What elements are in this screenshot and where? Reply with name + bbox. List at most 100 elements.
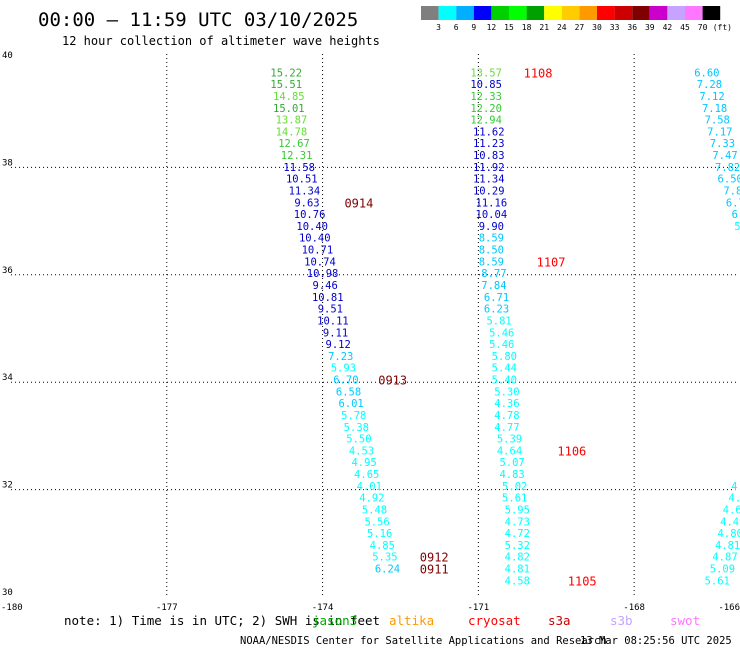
swh-value: 6.58 (336, 386, 361, 398)
swh-value: 11.58 (283, 162, 315, 174)
y-tick-label: 36 (2, 266, 13, 276)
swh-value: 5.93 (331, 363, 356, 375)
legend-value: 24 (557, 23, 567, 32)
swh-value: 11.34 (473, 174, 505, 186)
legend-swatch (685, 6, 703, 20)
x-tick-label: -168 (623, 603, 645, 613)
swh-value: 7.33 (710, 138, 735, 150)
swh-value: 12.31 (281, 150, 313, 162)
swh-value: 7.47 (712, 150, 737, 162)
swh-value: 4.85 (370, 540, 395, 552)
swh-value: 9.46 (313, 280, 338, 292)
swh-value: 14.85 (273, 91, 305, 103)
legend-swatch (456, 6, 474, 20)
legend-value: 15 (504, 23, 514, 32)
footer-generated: 13 Mar 08:25:56 UTC 2025 (580, 635, 732, 647)
swh-value: 8.77 (481, 268, 506, 280)
legend-swatch (473, 6, 492, 20)
swh-value: 5.35 (372, 552, 397, 564)
legend-value: 21 (539, 23, 549, 32)
swh-value: 5.48 (362, 504, 387, 516)
swh-value: 4.82 (505, 552, 530, 564)
data-points: 15.2215.5114.8515.0113.8714.7812.6712.31… (270, 67, 740, 587)
y-tick-label: 40 (2, 51, 13, 61)
swh-value: 6.7 (726, 197, 740, 209)
swh-value: 7.17 (707, 126, 732, 138)
x-tick-label: -166 (718, 603, 740, 613)
satellite-name: cryosat (468, 613, 521, 628)
swh-value: 13.87 (276, 115, 308, 127)
swh-value: 6.24 (375, 564, 400, 576)
swh-value: 8.59 (479, 256, 504, 268)
swh-value: 4.92 (359, 493, 384, 505)
swh-value: 7.18 (702, 103, 727, 115)
x-tick-label: -177 (156, 603, 178, 613)
legend-unit: (ft) (713, 23, 732, 32)
legend-swatch (649, 6, 668, 20)
legend-value: 3 (436, 23, 441, 32)
swh-value: 10.85 (470, 79, 502, 91)
swh-value: 10.40 (296, 221, 328, 233)
swh-value: 10.74 (304, 256, 336, 268)
swh-value: 12.67 (278, 138, 310, 150)
swh-value: 5.50 (346, 434, 371, 446)
swh-value: 12.94 (470, 115, 502, 127)
swh-value: 6.50 (718, 174, 740, 186)
swh-value: 10.71 (302, 245, 334, 257)
swh-value: 10.04 (476, 209, 508, 221)
y-tick-label: 38 (2, 158, 13, 168)
legend-value: 33 (610, 23, 620, 32)
satellite-legend: jason3 altika cryosat s3a s3b swot (312, 613, 700, 628)
footer-note: note: 1) Time is in UTC; 2) SWH is in fe… (64, 613, 380, 628)
swh-value: 11.23 (473, 138, 505, 150)
swh-value: 10.76 (294, 209, 326, 221)
legend-swatch (561, 6, 580, 20)
swh-value: 6.70 (333, 375, 358, 387)
legend-swatch (421, 6, 439, 20)
swh-value: 5.80 (492, 351, 517, 363)
swh-value: 4.36 (494, 398, 519, 410)
swh-value: 10.40 (299, 233, 331, 245)
swh-value: 10.11 (317, 315, 349, 327)
swh-value: 11.92 (473, 162, 505, 174)
swh-value: 5.44 (492, 363, 517, 375)
color-legend: 3 6 9 12 15 18 21 24 27 30 33 36 39 42 45 70 (ft) (421, 6, 732, 32)
swh-value: 12.33 (470, 91, 502, 103)
time-label: 0912 (420, 551, 449, 565)
swh-value: 15.51 (270, 79, 302, 91)
swh-value: 5.38 (344, 422, 369, 434)
swh-value: 4.95 (351, 457, 376, 469)
swh-value: 4.58 (505, 575, 530, 587)
legend-swatch (509, 6, 527, 20)
swh-value: 7.12 (699, 91, 724, 103)
swh-value: 10.83 (473, 150, 505, 162)
swh-value: 9.51 (318, 304, 343, 316)
footer-credit: NOAA/NESDIS Center for Satellite Applica… (240, 635, 607, 647)
axis-ticks: -180 -177 -174 -171 -168 -166 40 38 36 34 32 30 (1, 51, 740, 613)
y-tick-label: 30 (2, 588, 13, 598)
swh-value: 4.87 (712, 552, 737, 564)
satellite-name: swot (670, 613, 700, 628)
swh-value: 12.20 (470, 103, 502, 115)
swh-value: 5.39 (497, 434, 522, 446)
swh-value: 4.49 (720, 516, 740, 528)
swh-value: 4.64 (497, 445, 522, 457)
legend-value: 42 (663, 23, 673, 32)
swh-value: 5.02 (502, 481, 527, 493)
legend-value: 45 (680, 23, 690, 32)
swh-value: 5.46 (489, 339, 514, 351)
swh-value: 4.53 (349, 445, 374, 457)
swh-value: 11.62 (473, 126, 505, 138)
satellite-name: jason3 (312, 613, 357, 628)
y-tick-label: 32 (2, 481, 13, 491)
time-label: 0911 (420, 563, 449, 577)
x-tick-label: -171 (468, 603, 490, 613)
swh-value: 5. (734, 221, 740, 233)
legend-swatch (597, 6, 615, 20)
swh-value: 5.32 (505, 540, 530, 552)
legend-value: 70 (698, 23, 708, 32)
swh-value: 7.58 (705, 115, 730, 127)
swh-value: 10.98 (307, 268, 339, 280)
